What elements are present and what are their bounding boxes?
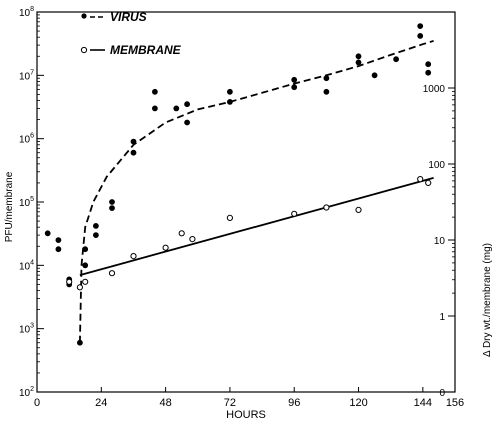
- membrane-point-1: [76, 284, 84, 291]
- virus-point-18: [184, 119, 191, 126]
- y-left-tick-label-0: 102: [19, 386, 34, 399]
- y-left-tick-label-4: 106: [19, 133, 34, 146]
- membrane-point-2: [82, 278, 89, 285]
- plot-frame: [36, 11, 456, 393]
- virus-point-7: [82, 262, 89, 269]
- fit-lines: [79, 40, 434, 343]
- x-tick-label-2: 48: [159, 397, 171, 409]
- y-left-tick-label-2: 104: [19, 259, 34, 272]
- virus-point-21: [291, 76, 298, 83]
- virus-point-0: [44, 230, 51, 237]
- x-tick-label-7: 156: [446, 397, 464, 409]
- virus-point-23: [323, 75, 330, 82]
- virus-point-16: [173, 105, 180, 112]
- x-axis-label: HOURS: [226, 409, 266, 421]
- virus-point-8: [93, 223, 99, 229]
- x-tick-label-4: 96: [288, 397, 300, 409]
- membrane-point-5: [162, 244, 169, 251]
- y-left-tick-label-6: 108: [19, 6, 34, 19]
- membrane-point-7: [189, 236, 196, 243]
- x-tick-label-3: 72: [224, 397, 236, 409]
- x-tick-label-5: 120: [349, 397, 367, 409]
- virus-point-27: [371, 72, 378, 79]
- membrane-point-9: [291, 210, 298, 217]
- virus-point-1: [55, 237, 62, 244]
- membrane-point-0: [66, 278, 73, 285]
- axis-ticks: 0 24 48 72 96 120 144 156 102 103 104 105 106 107 108 0…: [19, 6, 464, 409]
- membrane-point-11: [355, 206, 362, 213]
- virus-point-13: [130, 149, 137, 156]
- virus-point-28: [393, 56, 400, 63]
- legend-virus-marker: [81, 13, 87, 19]
- virus-point-10: [109, 199, 115, 205]
- virus-point-24: [323, 88, 330, 95]
- virus-fit-line: [79, 40, 434, 343]
- data-points: [44, 23, 432, 346]
- x-tick-label-1: 24: [95, 397, 107, 409]
- y-left-tick-label-3: 105: [19, 196, 34, 209]
- membrane-point-13: [425, 179, 432, 186]
- legend: VIRUS MEMBRANE: [80, 10, 182, 57]
- membrane-fit-line: [79, 177, 434, 276]
- y-right-tick-label-2: 10: [434, 236, 446, 247]
- membrane-point-10: [323, 204, 330, 211]
- x-tick-label-6: 144: [414, 397, 432, 409]
- y-axis-right-label: Δ Dry wt./membrane (mg): [482, 243, 493, 357]
- x-tick-label-0: 0: [34, 397, 40, 409]
- y-right-tick-label-1: 1: [439, 312, 445, 323]
- virus-point-14: [152, 88, 158, 95]
- virus-point-22: [291, 84, 298, 91]
- legend-membrane-label: MEMBRANE: [110, 43, 182, 57]
- y-right-tick-label-3: 100: [428, 160, 445, 171]
- virus-point-15: [152, 105, 158, 112]
- virus-point-2: [55, 246, 62, 253]
- y-right-tick-label-0: 0: [439, 388, 445, 399]
- virus-point-5: [77, 339, 83, 346]
- virus-point-9: [93, 232, 99, 239]
- virus-point-31: [425, 61, 432, 68]
- membrane-point-12: [417, 176, 424, 183]
- membrane-point-6: [178, 230, 185, 237]
- virus-point-6: [82, 246, 89, 253]
- membrane-point-4: [130, 253, 137, 260]
- virus-point-26: [355, 59, 362, 66]
- y-right-tick-label-4: 1000: [423, 84, 446, 95]
- virus-point-25: [355, 53, 362, 60]
- membrane-point-3: [108, 270, 116, 277]
- y-left-tick-label-5: 107: [19, 69, 34, 82]
- virus-point-19: [227, 88, 233, 95]
- membrane-point-8: [226, 214, 233, 221]
- y-left-tick-label-1: 103: [19, 323, 34, 336]
- virus-point-17: [184, 101, 191, 108]
- y-axis-left-label: PFU/membrane: [4, 171, 15, 242]
- legend-membrane-marker: [80, 46, 88, 54]
- virus-point-12: [130, 138, 137, 145]
- virus-point-30: [417, 33, 424, 39]
- virus-point-32: [425, 69, 432, 76]
- legend-virus-label: VIRUS: [110, 10, 147, 24]
- virus-point-29: [417, 23, 424, 30]
- virus-point-11: [109, 205, 115, 212]
- virus-point-20: [227, 99, 233, 105]
